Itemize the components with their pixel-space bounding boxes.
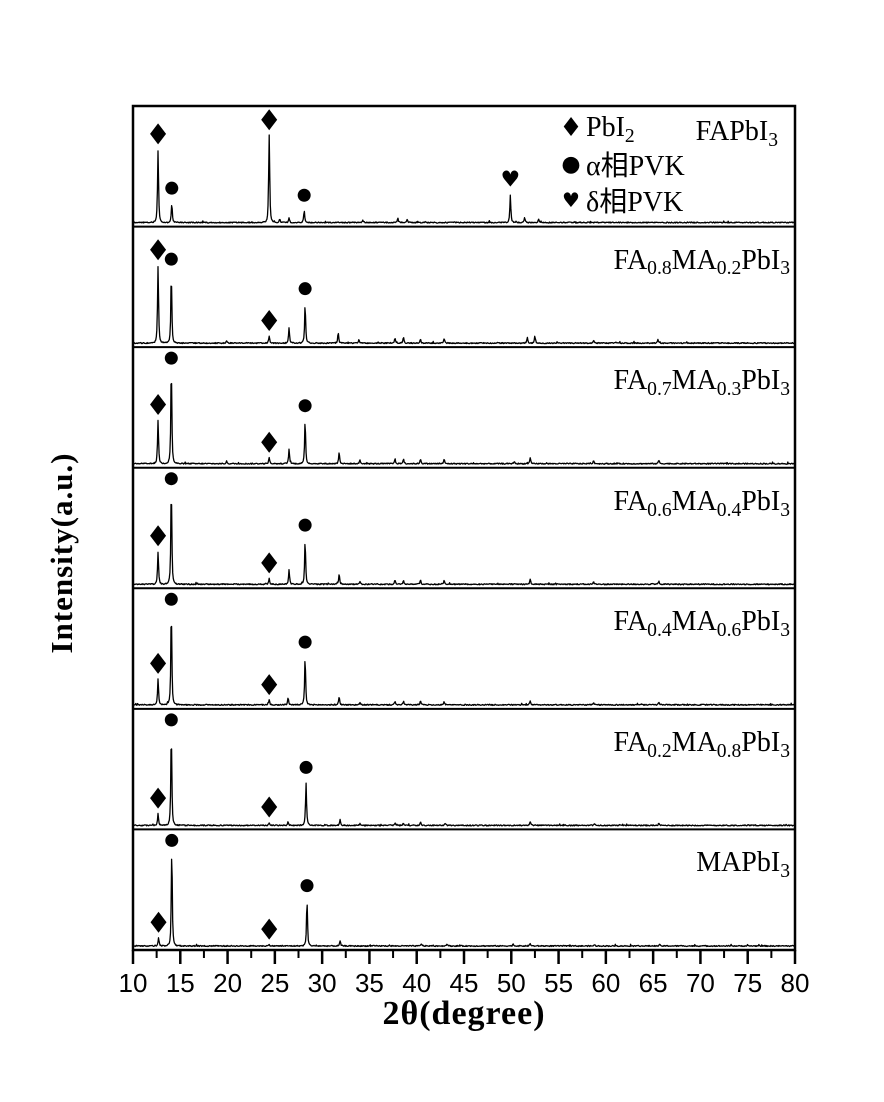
- phase-marker-diamond: [261, 674, 278, 696]
- phase-marker-circle: [164, 713, 178, 727]
- phase-marker-diamond: [261, 431, 278, 453]
- xrd-trace-FA0.2MA0.8PbI3: [132, 748, 796, 827]
- panel-label-fa0.2ma0.8pbi3: FA0.2MA0.8PbI3: [613, 726, 790, 762]
- panel-label-fa0.8ma0.2pbi3: FA0.8MA0.2PbI3: [613, 244, 790, 280]
- phase-marker-circle: [165, 181, 179, 195]
- y-axis-title: Intensity(a.u.): [44, 452, 79, 654]
- x-axis-tick-label: 20: [213, 968, 242, 998]
- phase-marker-circle: [298, 399, 312, 413]
- xrd-trace-FA0.7MA0.3PbI3: [132, 382, 795, 465]
- diamond-icon: ♦: [559, 113, 583, 143]
- panel-label-fapbi3: FAPbI3: [695, 116, 778, 151]
- panel-label-mapbi3: MAPbI3: [696, 847, 790, 883]
- phase-marker-diamond: [150, 394, 167, 416]
- x-axis-tick-label: 15: [166, 968, 195, 998]
- legend-entry-circle: ● α相PVK: [556, 146, 684, 182]
- phase-marker-diamond: [150, 525, 167, 547]
- phase-marker-diamond: [150, 787, 167, 809]
- x-axis-tick-label: 70: [686, 968, 715, 998]
- phase-marker-circle: [297, 188, 311, 202]
- phase-marker-circle: [298, 635, 312, 649]
- phase-marker-diamond: [150, 911, 167, 933]
- phase-marker-diamond: [261, 310, 278, 332]
- x-axis-tick-label: 45: [450, 968, 479, 998]
- xrd-trace-MAPbI3: [132, 858, 796, 948]
- phase-marker-heart: ♥: [500, 167, 520, 192]
- x-axis-tick-label: 30: [308, 968, 337, 998]
- phase-marker-circle: [298, 518, 312, 532]
- phase-marker-circle: [164, 472, 178, 486]
- phase-marker-circle: [299, 760, 313, 774]
- x-axis-tick-label: 25: [260, 968, 289, 998]
- xrd-trace-FA0.6MA0.4PbI3: [132, 503, 796, 586]
- legend-entry-heart: ♥ δ相PVK: [556, 182, 685, 218]
- plot-frame: [131, 104, 797, 952]
- x-axis-tick-label: 35: [355, 968, 384, 998]
- phase-marker-diamond: [150, 123, 167, 145]
- phase-marker-diamond: [261, 552, 278, 574]
- phase-marker-circle: [164, 252, 178, 266]
- phase-marker-circle: [164, 592, 178, 606]
- phase-marker-circle: [164, 351, 178, 365]
- phase-marker-circle: [300, 879, 314, 893]
- xrd-trace-FA0.4MA0.6PbI3: [132, 625, 796, 707]
- xrd-trace-FA0.8MA0.2PbI3: [132, 266, 796, 345]
- x-axis-tick-label: 50: [497, 968, 526, 998]
- panel-label-fa0.6ma0.4pbi3: FA0.6MA0.4PbI3: [613, 485, 790, 521]
- panel-label-fa0.4ma0.6pbi3: FA0.4MA0.6PbI3: [613, 606, 790, 642]
- circle-icon: ●: [561, 151, 581, 177]
- phase-marker-circle: [165, 833, 179, 847]
- x-axis-tick-label: 40: [402, 968, 431, 998]
- x-axis-title: 2θ(degree): [382, 995, 546, 1032]
- heart-icon: ♥: [562, 188, 580, 212]
- phase-marker-diamond: [261, 918, 278, 940]
- phase-marker-circle: [298, 282, 312, 296]
- phase-marker-diamond: [150, 239, 167, 261]
- x-axis-tick-label: 75: [733, 968, 762, 998]
- phase-marker-diamond: [261, 796, 278, 818]
- phase-marker-diamond: [150, 652, 167, 674]
- x-axis-tick-label: 65: [639, 968, 668, 998]
- x-axis-tick-label: 10: [119, 968, 148, 998]
- panel-label-fa0.7ma0.3pbi3: FA0.7MA0.3PbI3: [613, 365, 790, 401]
- x-axis-tick-label: 80: [781, 968, 810, 998]
- x-axis-tick-label: 60: [591, 968, 620, 998]
- x-axis-tick-label: 55: [544, 968, 573, 998]
- legend: ♦ PbI2 ● α相PVK ♥ δ相PVK: [556, 110, 685, 218]
- legend-entry-diamond: ♦ PbI2: [556, 110, 685, 147]
- xrd-trace-FAPbI3: [132, 134, 795, 224]
- phase-marker-diamond: [261, 109, 278, 131]
